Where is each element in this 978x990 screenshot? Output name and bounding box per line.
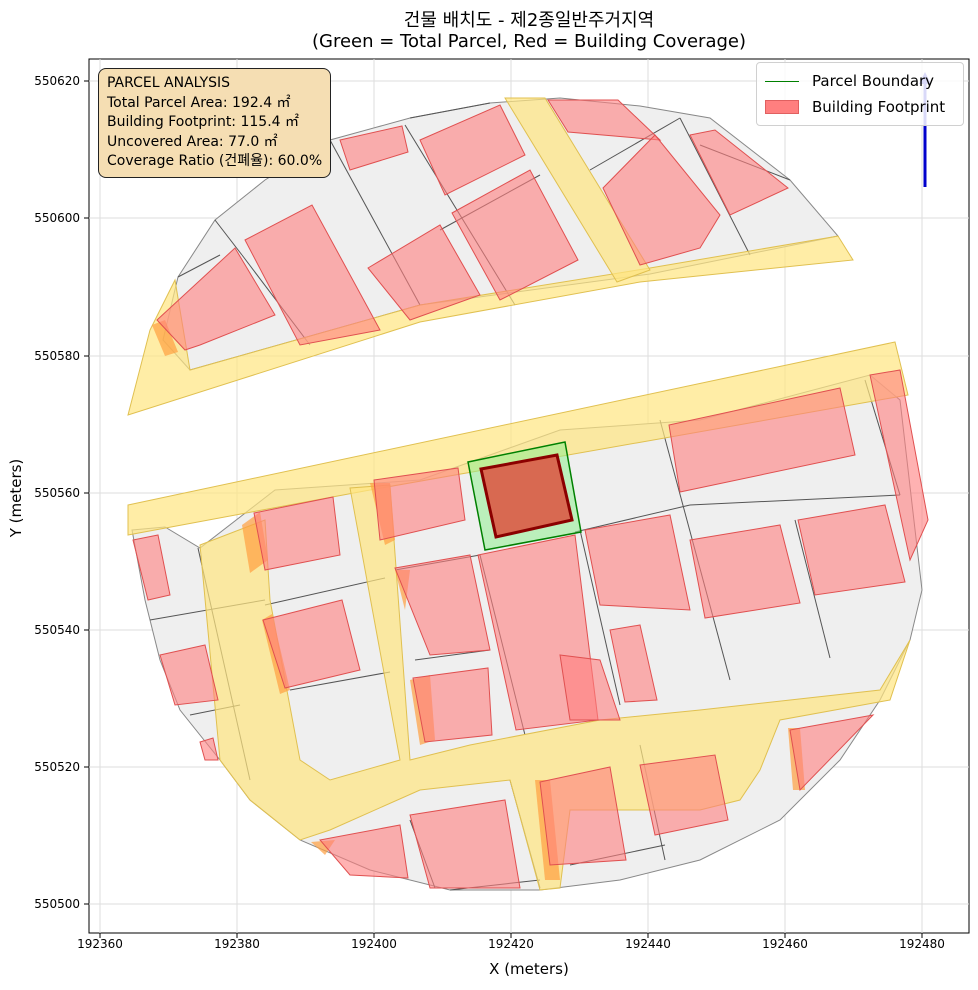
info-footprint: Building Footprint: 115.4 ㎡ [107,114,300,130]
x-tick-label: 192360 [77,937,123,951]
x-tick-label: 192480 [899,937,945,951]
chart-subtitle: (Green = Total Parcel, Red = Building Co… [311,31,747,52]
info-coverage-ratio: Coverage Ratio (건폐율): 60.0% [107,153,323,169]
y-tick-label: 550600 [34,211,80,225]
target-building [479,453,574,539]
y-axis-label: Y (meters) [7,458,25,538]
y-tick-label: 550580 [34,349,80,363]
y-tick-label: 550620 [34,74,80,88]
legend: Parcel Boundary Building Footprint [756,62,964,126]
x-tick-label: 192420 [488,937,534,951]
y-tick-label: 550540 [34,623,80,637]
info-total-area: Total Parcel Area: 192.4 ㎡ [107,94,291,111]
info-heading: PARCEL ANALYSIS [107,75,231,91]
info-uncovered: Uncovered Area: 77.0 ㎡ [107,133,278,150]
tick-marks [84,80,923,938]
legend-label-parcel: Parcel Boundary [812,72,935,90]
x-tick-label: 192380 [214,937,260,951]
y-tick-label: 550560 [34,486,80,500]
x-tick-label: 192440 [625,937,671,951]
y-tick-label: 550500 [34,897,80,911]
chart-title: 건물 배치도 - 제2종일반주거지역 [403,10,655,31]
x-tick-label: 192400 [351,937,397,951]
y-tick-label: 550520 [34,760,80,774]
x-axis-label: X (meters) [489,960,569,978]
parcel-line-swatch [765,80,799,82]
building-footprints [132,99,929,889]
legend-label-building: Building Footprint [812,98,946,116]
building-patch-swatch [765,100,799,114]
roads [127,97,911,891]
parcel-analysis-box: PARCEL ANALYSIS Total Parcel Area: 192.4… [98,68,332,178]
legend-item-building: Building Footprint [765,96,945,118]
x-tick-label: 192460 [762,937,808,951]
legend-item-parcel: Parcel Boundary [765,70,934,92]
